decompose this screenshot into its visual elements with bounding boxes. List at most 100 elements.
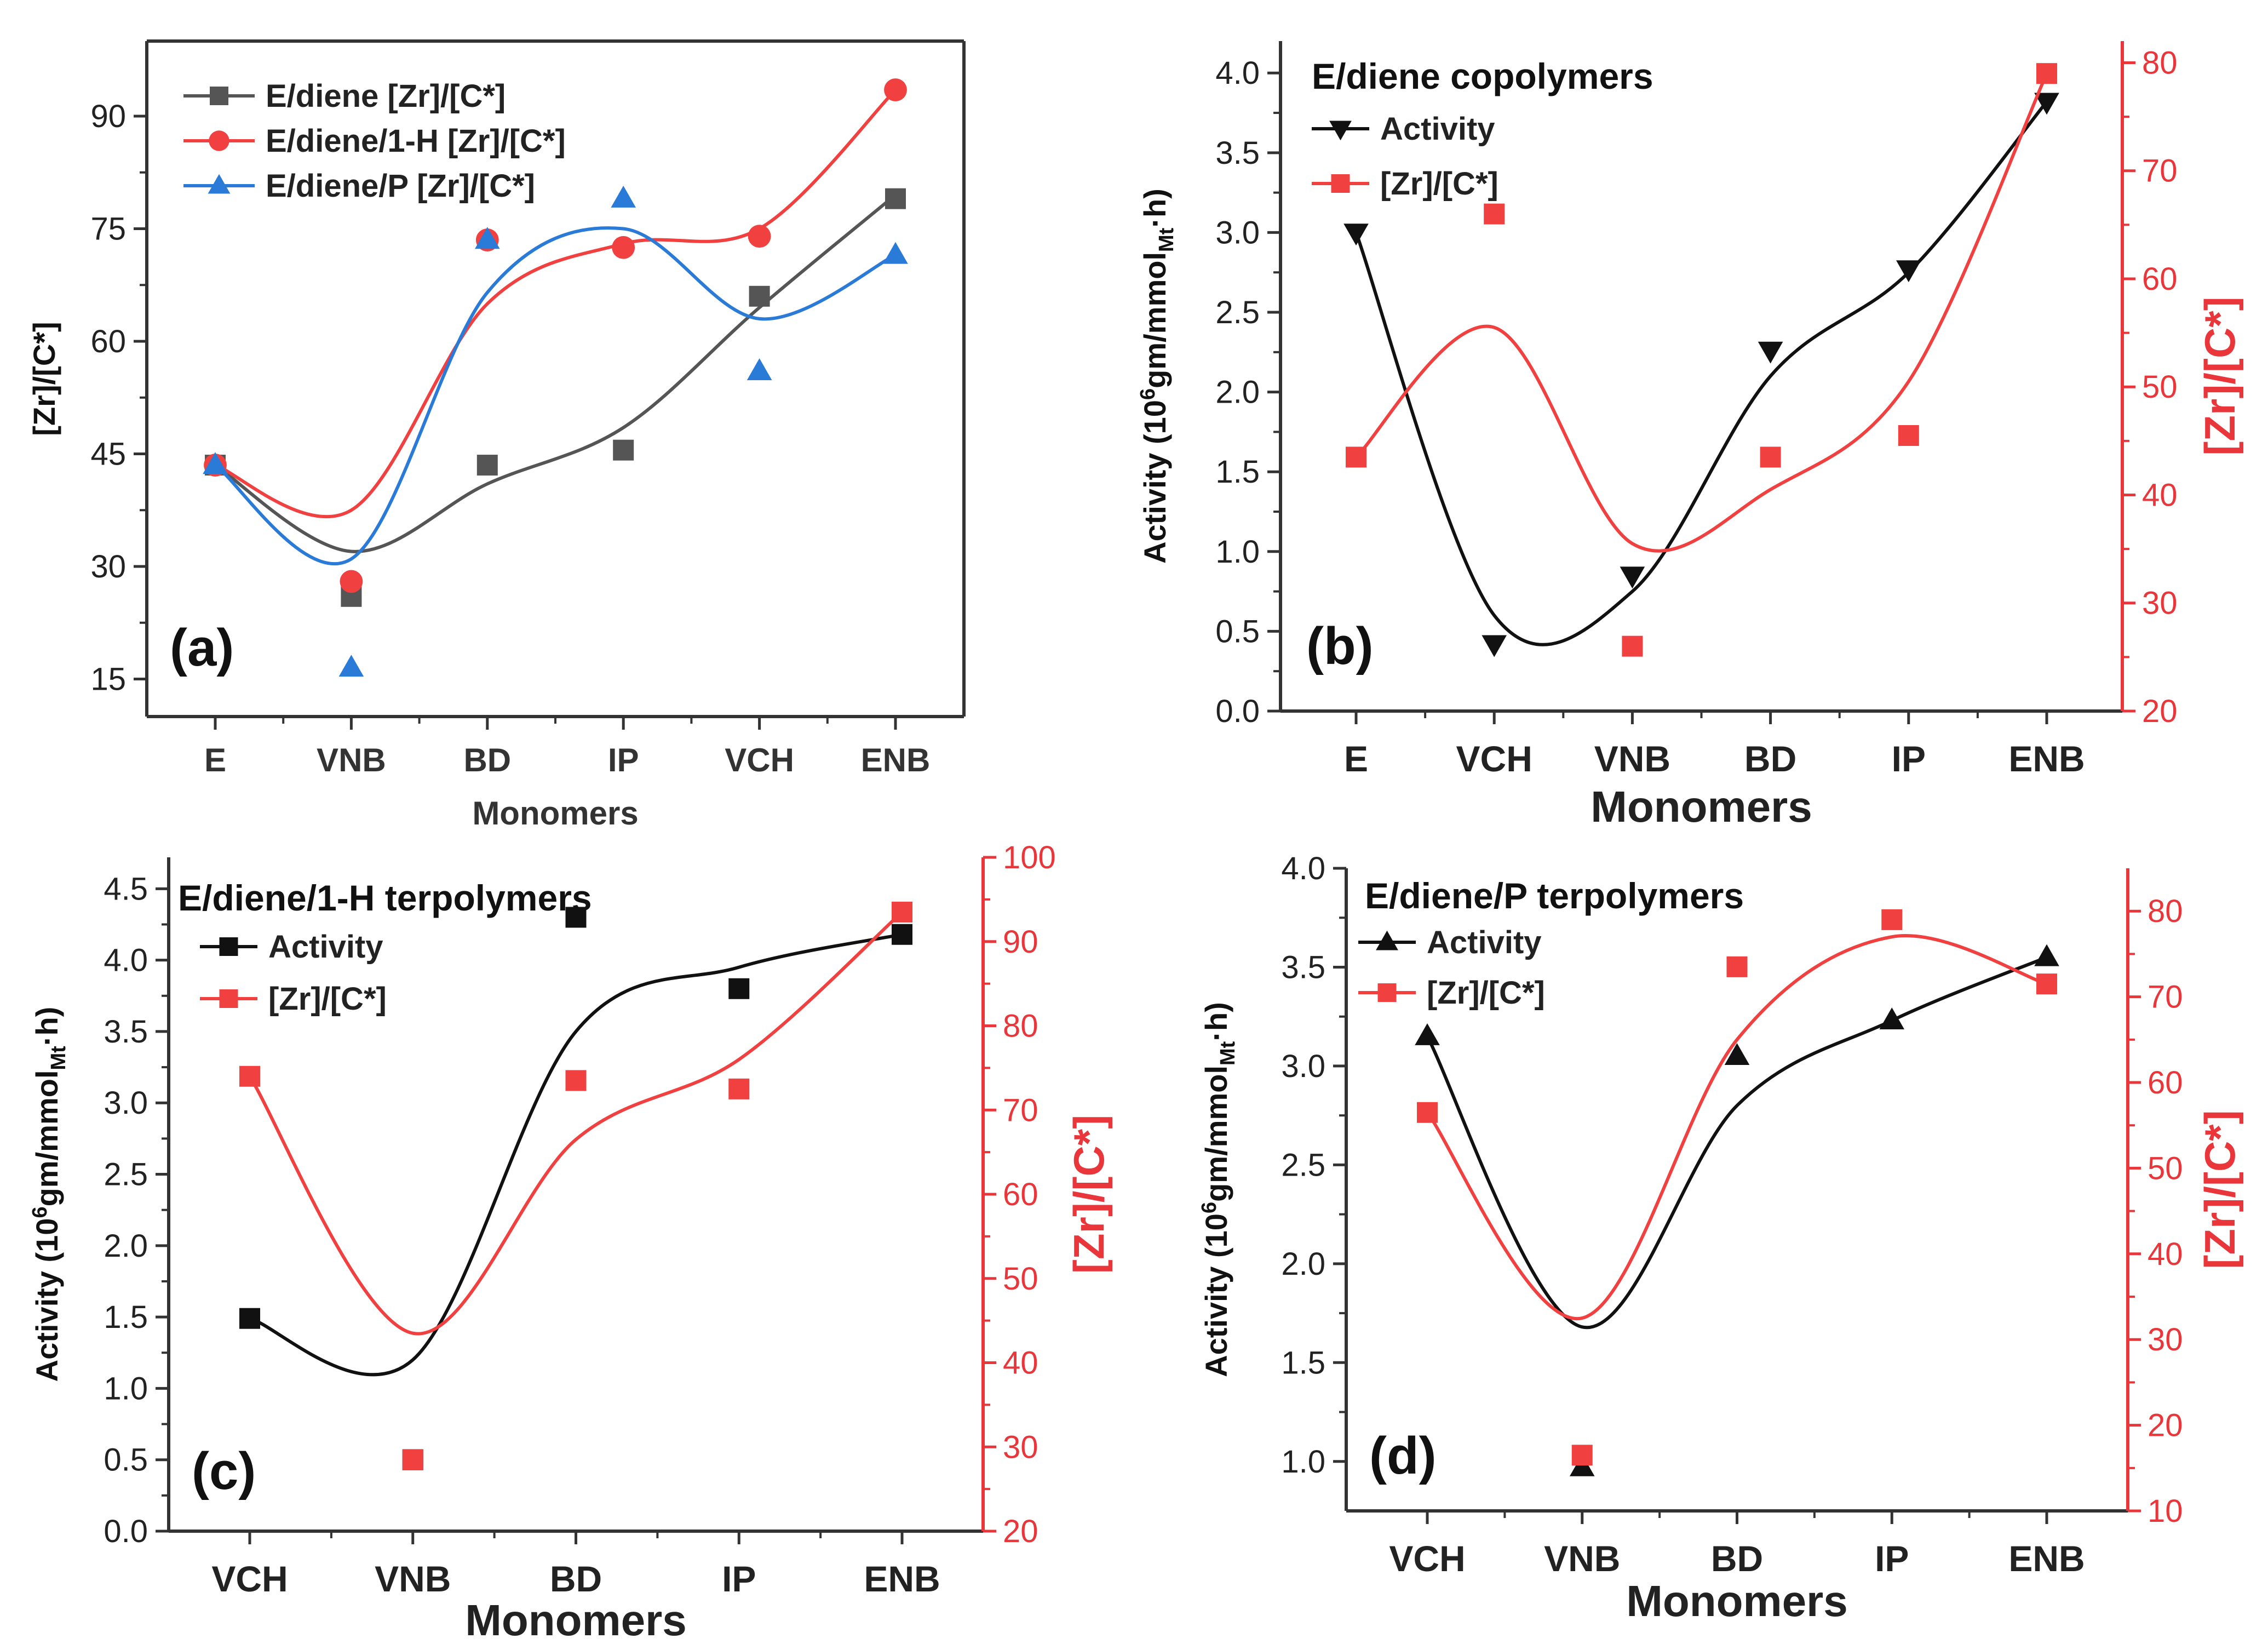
data-point <box>1484 203 1505 225</box>
data-point <box>476 455 498 476</box>
y-tick-label: 1.5 <box>1281 1345 1325 1380</box>
y2-tick-label: 70 <box>1003 1092 1038 1128</box>
y2-tick-label: 30 <box>2142 586 2178 621</box>
x-tick-label: VCH <box>1389 1538 1465 1579</box>
y-label-subscript: Mt <box>1155 227 1178 252</box>
series-curve-1 <box>1426 955 2048 1330</box>
y-tick-label: 0.0 <box>104 1514 148 1549</box>
y-tick-label: 3.5 <box>1281 949 1325 985</box>
chart-title: E/diene/1-H terpolymers <box>178 878 592 918</box>
y2-axis-label: [Zr]/[C*] <box>1065 1115 1113 1274</box>
x-tick-label: IP <box>722 1559 756 1599</box>
data-point <box>728 978 750 999</box>
y-label-part: Activity (10 <box>1199 1213 1233 1377</box>
x-tick-label: BD <box>1744 738 1796 779</box>
y2-tick-label: 80 <box>2148 893 2183 929</box>
series-curve-1 <box>1354 100 2048 646</box>
y-label-part: Activity (10 <box>30 1218 64 1382</box>
y-tick-label: 1.0 <box>104 1371 148 1406</box>
legend-marker <box>1377 983 1397 1002</box>
y-tick-label: 0.5 <box>1215 614 1260 649</box>
data-point <box>2036 973 2057 995</box>
x-tick-label: ENB <box>2008 738 2085 779</box>
y-label-part: ·h) <box>30 1007 64 1046</box>
y2-tick-label: 20 <box>1003 1514 1038 1549</box>
y2-tick-label: 50 <box>1003 1261 1038 1297</box>
series-curve-1 <box>249 932 903 1377</box>
y-axis-label: [Zr]/[C*] <box>27 322 61 436</box>
y2-tick-label: 60 <box>2142 261 2178 297</box>
data-point <box>475 227 500 249</box>
y2-axis-label: [Zr]/[C*] <box>2196 296 2244 455</box>
y-tick-label: 45 <box>90 437 126 472</box>
legend-marker <box>210 87 228 105</box>
x-tick-label: VCH <box>211 1559 288 1599</box>
y2-tick-label: 20 <box>2148 1408 2183 1443</box>
y-tick-label: 2.5 <box>104 1157 148 1193</box>
x-tick-label: VNB <box>317 742 386 778</box>
y-axis-label: Activity (106gm/mmolMt·h) <box>1198 1002 1239 1377</box>
legend-label: Activity <box>1380 111 1495 147</box>
y2-tick-label: 60 <box>2148 1065 2183 1101</box>
y-tick-label: 3.0 <box>104 1085 148 1121</box>
x-tick-label: E <box>1344 738 1368 779</box>
y-label-part: ·h) <box>1199 1002 1233 1041</box>
data-point <box>2034 93 2059 115</box>
panel-c-chart: VCH VNB BD IP ENB 0.0 0.5 1.0 1.5 2.0 2.5 3.0 3.5 4.0… <box>28 840 1113 1644</box>
legend-label: E/diene/1-H [Zr]/[C*] <box>266 123 566 159</box>
y-tick-label: 4.0 <box>104 943 148 978</box>
legend-label: Activity <box>1427 925 1542 960</box>
data-point <box>612 236 635 259</box>
series-curve-2 <box>1354 72 2048 553</box>
data-point <box>885 188 906 209</box>
y-tick-label: 60 <box>90 324 126 359</box>
y2-tick-label: 80 <box>1003 1009 1038 1044</box>
y2-tick-label: 40 <box>1003 1345 1038 1381</box>
data-point <box>883 242 908 264</box>
series-curve-2 <box>248 910 904 1336</box>
data-point <box>1896 260 1921 283</box>
data-point <box>728 1078 750 1099</box>
x-tick-label: VNB <box>375 1559 451 1599</box>
x-tick-label: ENB <box>861 742 931 778</box>
x-tick-label: ENB <box>864 1559 940 1599</box>
y-label-part: gm/mmol <box>30 1070 64 1206</box>
y-axis-label: Activity (106gm/mmolMt·h) <box>1136 188 1178 564</box>
data-point <box>1415 1023 1440 1045</box>
x-axis-label: Monomers <box>1591 782 1812 831</box>
panel-label: (c) <box>192 1442 256 1500</box>
y-label-part: ·h) <box>1138 188 1172 228</box>
y-label-subscript: Mt <box>47 1046 70 1070</box>
x-axis-label: Monomers <box>465 1596 687 1644</box>
y-tick-label: 2.0 <box>1281 1246 1325 1282</box>
y2-tick-label: 80 <box>2142 45 2178 81</box>
legend-label: [Zr]/[C*] <box>268 981 387 1017</box>
legend-label: E/diene [Zr]/[C*] <box>266 78 506 114</box>
panel-a-chart: E VNB BD IP VCH ENB 15 30 45 60 75 90 Monomers [Zr]/[… <box>27 39 966 832</box>
x-tick-label: VCH <box>1456 738 1532 779</box>
y-tick-label: 30 <box>90 549 126 585</box>
panel-label: (d) <box>1369 1427 1437 1485</box>
panel-d-chart: VCH VNB BD IP ENB 1.0 1.5 2.0 2.5 3.0 3.5 4.0 10 20 30… <box>1198 851 2244 1625</box>
x-tick-label: BD <box>550 1559 602 1599</box>
legend-marker <box>1329 121 1352 141</box>
data-point <box>1881 909 1903 930</box>
x-tick-label: IP <box>1892 738 1926 779</box>
chart-title: E/diene/P terpolymers <box>1365 875 1744 916</box>
data-point <box>1898 425 1919 446</box>
y2-tick-label: 60 <box>1003 1177 1038 1212</box>
data-point <box>1346 446 1366 468</box>
legend-marker <box>219 937 238 956</box>
y-tick-label: 1.5 <box>104 1299 148 1335</box>
x-axis-label: Monomers <box>472 795 638 832</box>
data-point <box>1879 1007 1905 1030</box>
y-tick-label: 0.5 <box>104 1442 148 1478</box>
y2-tick-label: 10 <box>2148 1493 2183 1529</box>
x-tick-label: VNB <box>1594 738 1670 779</box>
data-point <box>747 358 772 380</box>
x-tick-label: ENB <box>2008 1538 2085 1579</box>
series-curve-3 <box>214 226 897 566</box>
x-tick-label: E <box>204 742 226 778</box>
y-tick-label: 3.0 <box>1215 215 1260 250</box>
